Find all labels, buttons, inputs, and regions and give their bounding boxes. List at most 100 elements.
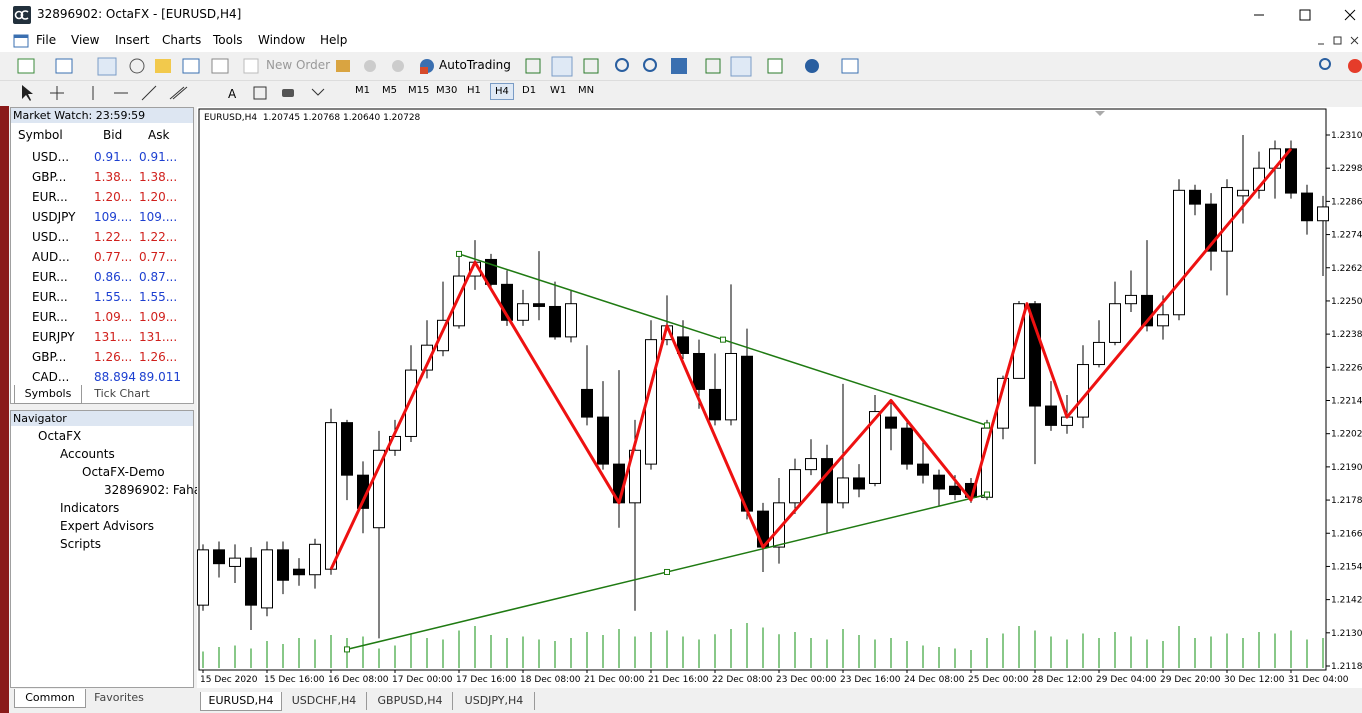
bid: 131.... xyxy=(94,330,133,344)
candle-body xyxy=(725,352,737,421)
symbol[interactable]: USD... xyxy=(32,150,70,164)
timeframe-button[interactable]: M30 xyxy=(436,85,458,96)
column-header[interactable]: Bid xyxy=(103,128,123,142)
symbol[interactable]: USD... xyxy=(32,230,70,244)
desktop-edge xyxy=(0,106,9,713)
timeframe-button[interactable]: M15 xyxy=(408,85,430,96)
candle-body xyxy=(325,422,337,570)
column-header[interactable]: Ask xyxy=(148,128,170,142)
timeframe-button[interactable]: M1 xyxy=(355,85,370,96)
timeframe-button[interactable]: MN xyxy=(578,85,595,96)
ask: 0.91... xyxy=(139,150,178,164)
ask: 1.26... xyxy=(139,350,178,364)
candle-body xyxy=(245,557,257,606)
panel-tab[interactable]: Favorites xyxy=(94,691,144,704)
symbol[interactable]: EUR... xyxy=(32,290,68,304)
symbol[interactable]: GBP... xyxy=(32,170,67,184)
tree-item[interactable]: Indicators xyxy=(60,501,120,515)
panel-tab[interactable]: Symbols xyxy=(14,385,82,404)
window-controls[interactable] xyxy=(1240,0,1362,30)
timeframe-button[interactable]: D1 xyxy=(522,85,537,96)
symbol[interactable]: AUD... xyxy=(32,250,70,264)
bid: 0.86... xyxy=(94,270,133,284)
column-header[interactable]: Symbol xyxy=(18,128,63,142)
navigator-panel: Navigator OctaFX Accounts OctaFX-Demo 32896… xyxy=(10,410,209,708)
candle-body xyxy=(581,388,593,418)
zigzag-line xyxy=(329,147,1293,570)
tree-item[interactable]: Scripts xyxy=(60,537,102,551)
candle-body xyxy=(565,303,577,338)
candle-body xyxy=(709,388,721,421)
menu-item[interactable]: View xyxy=(71,33,100,47)
market-watch-title: Market Watch: 23:59:59 xyxy=(11,108,193,123)
menu-item[interactable]: Tools xyxy=(213,33,243,47)
timeframe-button[interactable]: H4 xyxy=(490,83,514,100)
y-tick-label: 1.21180 xyxy=(1331,662,1362,672)
symbol[interactable]: GBP... xyxy=(32,350,67,364)
autotrading-button[interactable]: AutoTrading xyxy=(439,58,511,72)
candle-body xyxy=(1157,314,1169,327)
symbol[interactable]: EURJPY xyxy=(32,330,75,344)
mdi-controls[interactable] xyxy=(1310,33,1362,49)
app-icon xyxy=(13,6,31,24)
y-tick-label: 1.22260 xyxy=(1331,363,1362,373)
toolbar-drawing: A M1 M5 M15 M30 H1 H4 D1 W1 MN xyxy=(0,81,1362,105)
candle-body xyxy=(853,477,865,490)
panel-tab[interactable]: Tick Chart xyxy=(94,387,150,400)
x-tick-label: 25 Dec 00:00 xyxy=(968,675,1029,685)
candle-body xyxy=(1301,192,1313,222)
candle-body xyxy=(693,352,705,390)
candle-body xyxy=(773,502,785,548)
menu-item[interactable]: Help xyxy=(320,33,348,47)
new-order-button[interactable]: New Order xyxy=(266,58,331,72)
chart-tab[interactable]: EURUSD,H4 xyxy=(200,692,282,711)
timeframe-button[interactable]: H1 xyxy=(467,85,481,96)
candle-body xyxy=(837,477,849,504)
candle-body xyxy=(309,543,321,576)
bid: 1.09... xyxy=(94,310,133,324)
candle-body xyxy=(677,336,689,354)
candle-body xyxy=(453,275,465,327)
trendline-handle xyxy=(984,422,990,429)
y-tick-label: 1.21660 xyxy=(1331,529,1362,539)
ask: 89.011 xyxy=(139,370,181,384)
symbol[interactable]: EUR... xyxy=(32,190,68,204)
y-tick-label: 1.21780 xyxy=(1331,496,1362,506)
menu-item[interactable]: Insert xyxy=(115,33,150,47)
symbol[interactable]: EUR... xyxy=(32,310,68,324)
chart-tab[interactable]: USDJPY,H4 xyxy=(454,692,535,710)
chart-tab[interactable]: USDCHF,H4 xyxy=(282,692,367,710)
candle-body xyxy=(949,485,961,496)
menu-item[interactable]: Window xyxy=(258,33,306,47)
chart-tab[interactable]: GBPUSD,H4 xyxy=(368,692,453,710)
tree-item[interactable]: Accounts xyxy=(60,447,115,461)
tree-item[interactable]: Expert Advisors xyxy=(60,519,154,533)
candle-body xyxy=(1077,364,1089,418)
x-tick-label: 28 Dec 12:00 xyxy=(1032,675,1093,685)
candle-body xyxy=(197,549,209,606)
candle-body xyxy=(405,369,417,437)
trendline-handle xyxy=(720,336,726,343)
tree-item[interactable]: 32896902: Fahad xyxy=(104,483,209,497)
tree-item[interactable]: OctaFX-Demo xyxy=(82,465,165,479)
y-tick-label: 1.22500 xyxy=(1331,297,1362,307)
candle-body xyxy=(213,549,225,565)
trendline-handle xyxy=(984,491,990,498)
x-tick-label: 16 Dec 08:00 xyxy=(328,675,389,685)
menu-item[interactable]: Charts xyxy=(162,33,202,47)
symbol[interactable]: CAD... xyxy=(32,370,70,384)
timeframe-button[interactable]: W1 xyxy=(550,85,567,96)
x-tick-label: 17 Dec 00:00 xyxy=(392,675,453,685)
menu-item[interactable]: File xyxy=(36,33,57,47)
x-tick-label: 22 Dec 08:00 xyxy=(712,675,773,685)
candle-body xyxy=(549,305,561,338)
candle-body xyxy=(741,355,753,512)
tree-item[interactable]: OctaFX xyxy=(38,429,82,443)
panel-tab[interactable]: Common xyxy=(14,689,86,708)
symbol[interactable]: USDJPY xyxy=(32,210,76,224)
symbol[interactable]: EUR... xyxy=(32,270,68,284)
y-tick-label: 1.21540 xyxy=(1331,562,1362,572)
timeframe-button[interactable]: M5 xyxy=(382,85,397,96)
candle-body xyxy=(1189,189,1201,205)
candle-body xyxy=(789,469,801,504)
